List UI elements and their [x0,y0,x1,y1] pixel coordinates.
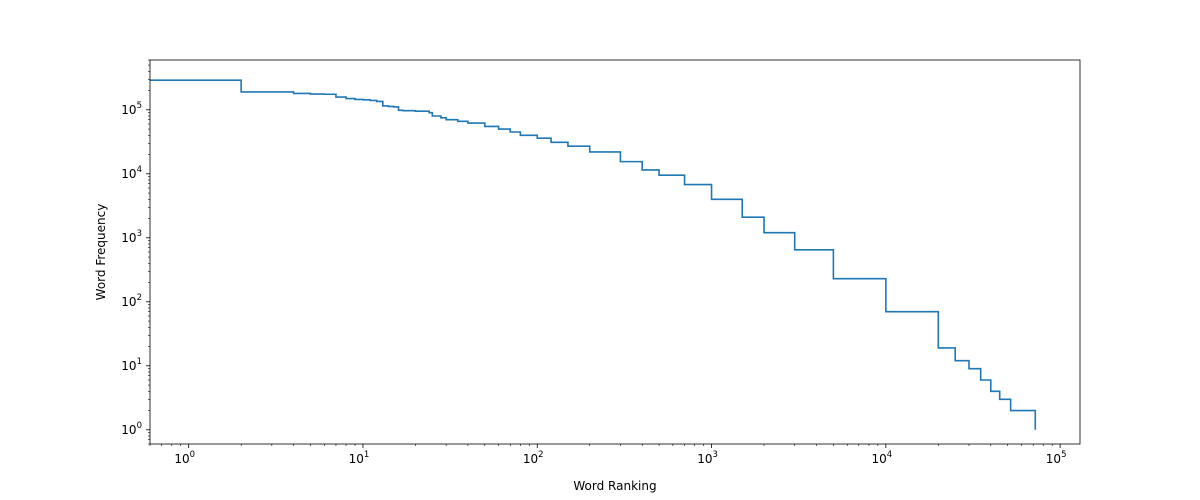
y-tick-label: 104 [121,165,142,181]
y-axis-label: Word Frequency [94,204,108,301]
x-axis: 100 101 102 103 104 105 [149,444,1067,466]
x-tick-label: 104 [871,450,892,466]
y-tick-label: 105 [121,101,142,117]
y-axis: 100 101 102 103 104 105 [121,59,150,445]
y-tick-label: 103 [121,229,142,245]
x-tick-label: 105 [1046,450,1067,466]
y-tick-label: 102 [121,293,142,309]
y-tick-label: 101 [121,357,142,373]
y-tick-label: 100 [121,421,142,437]
x-tick-label: 101 [349,450,370,466]
x-tick-label: 100 [174,450,195,466]
x-tick-label: 102 [523,450,544,466]
series-line [150,79,1037,430]
x-tick-label: 103 [697,450,718,466]
x-axis-label: Word Ranking [573,479,656,493]
